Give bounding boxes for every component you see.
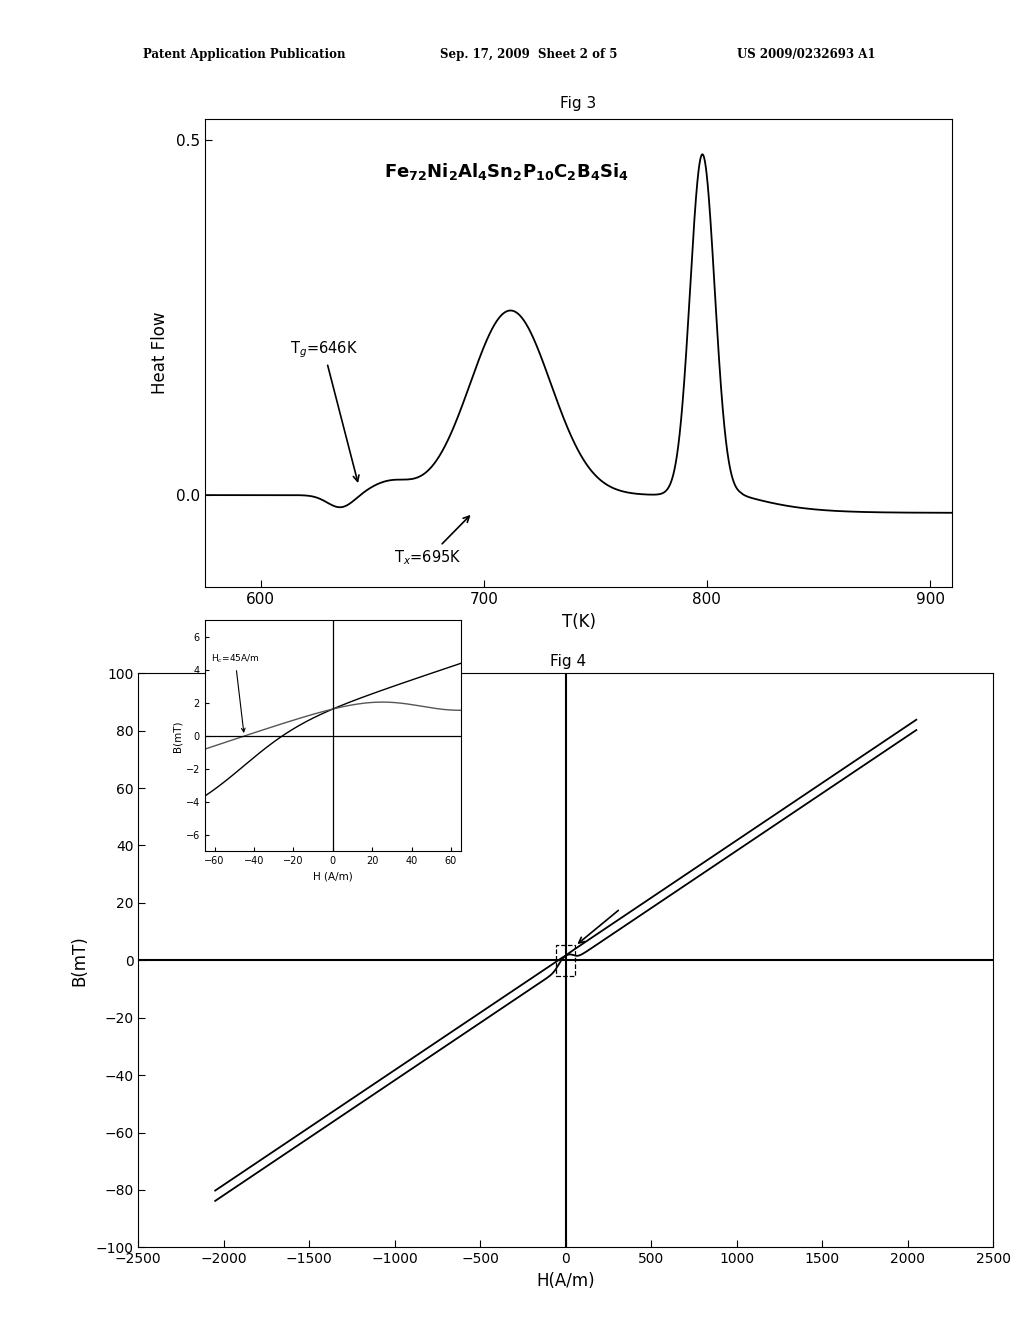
Bar (556, 945, 575, 975)
Text: US 2009/0232693 A1: US 2009/0232693 A1 (737, 48, 876, 61)
Text: Sep. 17, 2009  Sheet 2 of 5: Sep. 17, 2009 Sheet 2 of 5 (440, 48, 617, 61)
Y-axis label: Heat Flow: Heat Flow (151, 312, 169, 395)
Text: H$_c$=45A/m: H$_c$=45A/m (211, 652, 259, 731)
Y-axis label: B(mT): B(mT) (71, 935, 88, 986)
Text: T$_g$=646K: T$_g$=646K (290, 339, 359, 482)
Text: $\mathbf{Fe_{72}Ni_{2}Al_{4}Sn_{2}P_{10}C_{2}B_{4}Si_{4}}$: $\mathbf{Fe_{72}Ni_{2}Al_{4}Sn_{2}P_{10}… (384, 161, 629, 182)
X-axis label: H (A/m): H (A/m) (313, 871, 352, 882)
Text: T$_x$=695K: T$_x$=695K (394, 516, 469, 568)
Text: Fig 3: Fig 3 (560, 96, 597, 111)
X-axis label: H(A/m): H(A/m) (537, 1271, 595, 1290)
Y-axis label: B(mT): B(mT) (173, 721, 183, 751)
X-axis label: T(K): T(K) (561, 612, 596, 631)
Text: Patent Application Publication: Patent Application Publication (143, 48, 346, 61)
Text: Fig 4: Fig 4 (550, 655, 587, 669)
